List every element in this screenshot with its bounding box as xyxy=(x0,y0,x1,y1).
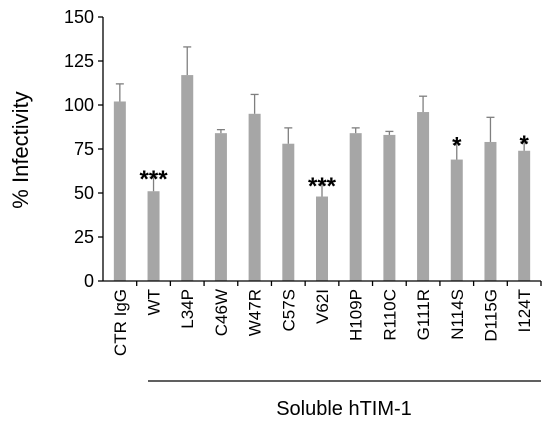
bar xyxy=(450,159,463,281)
x-tick-label: C57S xyxy=(279,289,298,332)
x-tick-label: WT xyxy=(145,289,164,315)
group-label: Soluble hTIM-1 xyxy=(276,398,412,420)
significance-marker: * xyxy=(452,133,462,160)
bar xyxy=(113,101,126,281)
y-tick-label: 150 xyxy=(64,7,94,27)
x-tick-label: D115G xyxy=(481,289,500,342)
x-tick-label: W47R xyxy=(246,289,265,336)
x-tick-label: H109P xyxy=(347,289,366,341)
bar xyxy=(349,133,362,281)
y-tick-label: 75 xyxy=(74,139,94,159)
y-tick-label: 100 xyxy=(64,95,94,115)
x-tick-label: C46W xyxy=(212,289,231,336)
significance-marker: *** xyxy=(140,166,169,193)
bar xyxy=(518,150,531,281)
bar xyxy=(214,133,227,281)
x-tick-label: G111R xyxy=(414,289,433,340)
bar xyxy=(147,191,160,281)
bar xyxy=(248,113,261,281)
x-tick-label: N114S xyxy=(448,289,467,340)
y-tick-label: 125 xyxy=(64,51,94,71)
y-axis-label: % Infectivity xyxy=(8,91,33,208)
x-tick-label: CTR IgG xyxy=(111,289,130,356)
significance-marker: * xyxy=(519,131,529,158)
x-tick-label: I124T xyxy=(515,289,534,332)
x-tick-label: V62I xyxy=(313,289,332,324)
x-tick-label: R110C xyxy=(380,289,399,341)
y-tick-label: 25 xyxy=(74,227,94,247)
y-tick-label: 0 xyxy=(84,271,94,291)
bars: *** **** * xyxy=(113,46,531,281)
y-tick-label: 50 xyxy=(74,183,94,203)
significance-marker: *** xyxy=(308,173,337,200)
x-axis: CTR IgG WT L34P C46W W47R C57S V62I H109P R110C G… xyxy=(103,280,542,356)
bar xyxy=(181,75,194,281)
bar xyxy=(282,143,295,281)
bar xyxy=(316,196,328,281)
bar xyxy=(417,112,430,281)
bar xyxy=(484,141,497,281)
x-tick-label: L34P xyxy=(178,289,197,329)
y-axis: 0 25 50 75 100 125 150 xyxy=(64,7,104,291)
bar xyxy=(383,134,396,281)
